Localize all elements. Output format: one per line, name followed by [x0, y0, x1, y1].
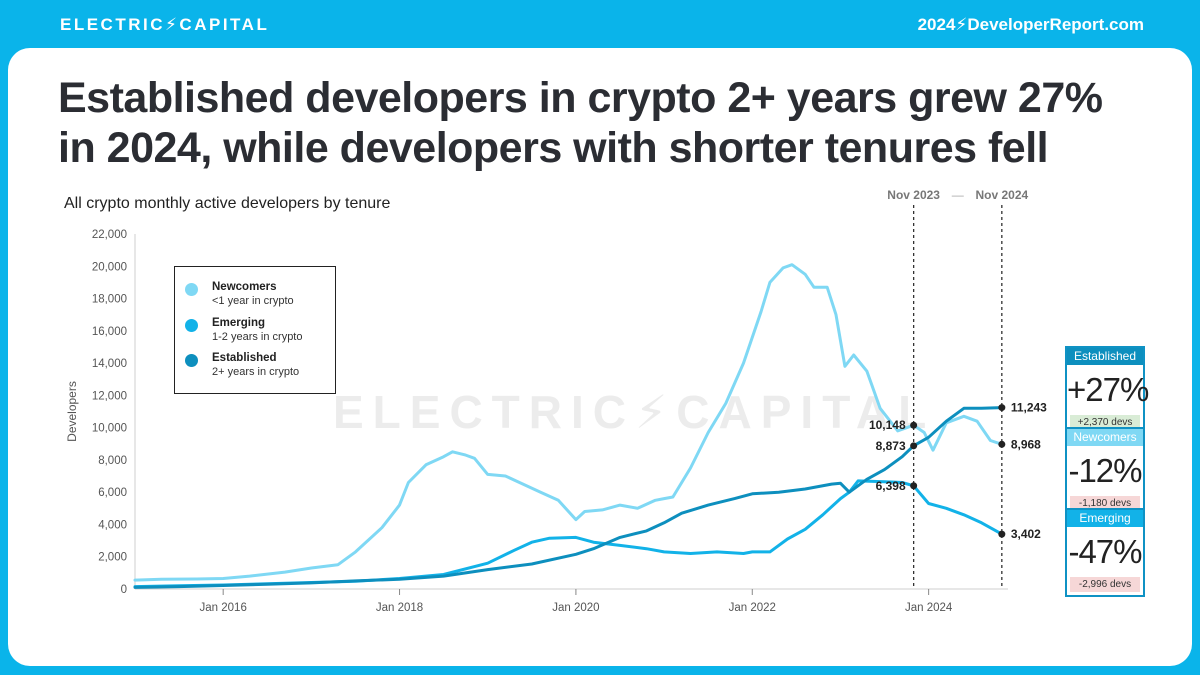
data-label: 8,968 [1011, 437, 1041, 451]
y-tick-label: 10,000 [92, 423, 127, 435]
y-tick-label: 22,000 [92, 229, 127, 241]
stat-value: -47% [1068, 533, 1142, 570]
y-tick-label: 6,000 [98, 487, 127, 499]
x-tick-label: Jan 2016 [200, 602, 247, 614]
x-tick-label: Jan 2024 [905, 602, 953, 614]
y-tick-label: 12,000 [92, 390, 127, 402]
stat-card-established: Established +27% +2,370 devs [1065, 346, 1149, 435]
y-tick-label: 16,000 [92, 326, 127, 338]
marker-label: Nov 2024 [975, 188, 1028, 202]
series-line-established [133, 406, 1004, 589]
stat-label: Emerging [1067, 510, 1143, 527]
watermark: ELECTRIC⚡CAPITAL [333, 386, 936, 438]
series-line-emerging [133, 479, 1004, 589]
y-tick-label: 4,000 [98, 519, 127, 531]
stat-value: -12% [1068, 452, 1142, 489]
x-tick-label: Jan 2018 [376, 602, 423, 614]
marker-label: Nov 2023 [887, 188, 940, 202]
electric-capital-logo[interactable]: ELECTRIC⚡CAPITAL [60, 15, 270, 34]
data-label: 6,398 [876, 479, 906, 493]
data-label: 3,402 [1011, 527, 1041, 541]
y-axis-label: Developers [65, 381, 79, 442]
x-tick-label: Jan 2022 [729, 602, 776, 614]
stat-card-emerging: Emerging -47% -2,996 devs [1065, 508, 1145, 597]
y-tick-label: 20,000 [92, 261, 127, 273]
legend-name: Established [212, 352, 277, 364]
series-line-newcomers [133, 263, 1004, 582]
annotation-dot [998, 404, 1006, 412]
legend-name: Emerging [212, 317, 266, 329]
data-label: 10,148 [869, 418, 906, 432]
annotation-dot [910, 421, 918, 429]
legend-desc: <1 year in crypto [212, 295, 294, 307]
annotation-dot [998, 440, 1006, 448]
legend-swatch-established [185, 354, 198, 367]
chart-card: Established developers in crypto 2+ year… [8, 48, 1192, 666]
y-tick-label: 18,000 [92, 294, 127, 306]
y-tick-label: 14,000 [92, 358, 127, 370]
y-tick-label: 8,000 [98, 455, 127, 467]
legend-desc: 2+ years in crypto [212, 366, 300, 378]
legend-swatch-newcomers [185, 283, 198, 296]
legend-desc: 1-2 years in crypto [212, 331, 303, 343]
x-tick-label: Jan 2020 [552, 602, 599, 614]
legend-swatch-emerging [185, 319, 198, 332]
stat-label: Newcomers [1067, 429, 1143, 446]
stat-label: Established [1067, 348, 1143, 365]
stat-change: +2,370 devs [1070, 415, 1140, 430]
stat-change: -2,996 devs [1070, 577, 1140, 592]
marker-connector: — [952, 188, 964, 202]
annotation-dot [998, 530, 1006, 538]
annotation-dot [910, 482, 918, 490]
headline: Established developers in crypto 2+ year… [58, 74, 1103, 172]
line-chart: 0 2,000 4,000 6,000 8,000 10,000 12,000 14,000 1… [65, 188, 1047, 614]
stat-change: -1,180 devs [1070, 496, 1140, 511]
annotation-dot [910, 442, 918, 450]
report-site-link[interactable]: 2024⚡DeveloperReport.com [917, 15, 1144, 34]
stat-card-newcomers: Newcomers -12% -1,180 devs [1065, 427, 1145, 516]
data-label: 11,243 [1011, 401, 1047, 415]
y-tick-label: 2,000 [98, 552, 127, 564]
y-tick-label: 0 [121, 584, 127, 596]
chart-legend: Newcomers <1 year in crypto Emerging 1-2… [174, 266, 336, 394]
chart-subtitle: All crypto monthly active developers by … [64, 195, 391, 212]
data-label: 8,873 [876, 439, 906, 453]
stat-value: +27% [1067, 371, 1149, 408]
top-bar: ELECTRIC⚡CAPITAL 2024⚡DeveloperReport.co… [0, 0, 1200, 50]
legend-name: Newcomers [212, 281, 277, 293]
